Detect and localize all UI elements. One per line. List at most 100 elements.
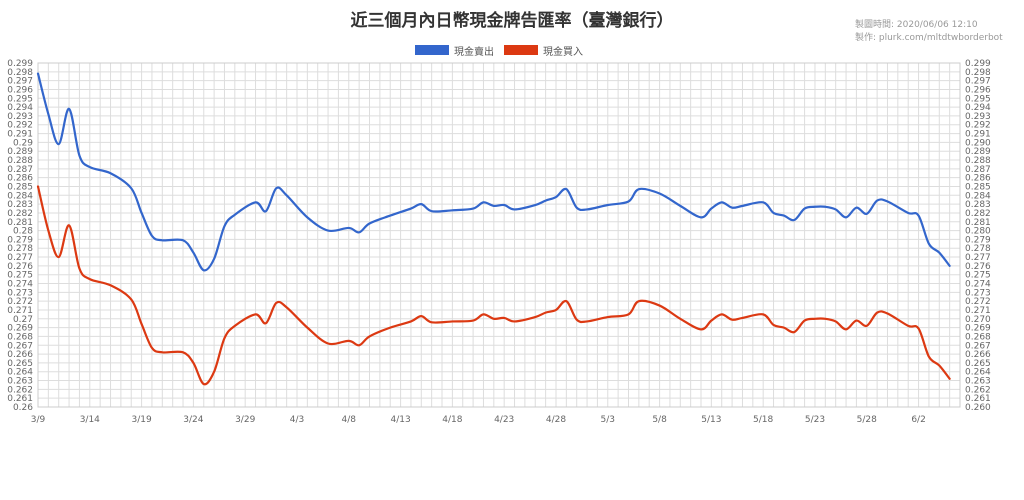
- x-tick-label: 3/9: [31, 415, 46, 425]
- legend-item-buy[interactable]: 現金買入: [504, 43, 583, 58]
- chart-author: 製作: plurk.com/mltdtwborderbot: [855, 33, 1003, 43]
- x-tick-label: 4/18: [442, 415, 462, 425]
- y-tick-label-right: 0.268: [965, 332, 991, 342]
- legend-label-sell: 現金賣出: [454, 46, 494, 58]
- y-tick-label-left: 0.296: [7, 85, 33, 95]
- y-tick-label-right: 0.289: [965, 147, 991, 157]
- series-line-sell[interactable]: [36, 72, 951, 272]
- x-tick-label: 4/13: [390, 415, 410, 425]
- x-tick-label: 5/8: [652, 415, 667, 425]
- y-tick-label-right: 0.299: [965, 59, 991, 69]
- y-tick-label-right: 0.260: [965, 403, 991, 413]
- y-tick-label-right: 0.296: [965, 85, 991, 95]
- y-tick-label-right: 0.262: [965, 385, 991, 395]
- y-tick-label-right: 0.273: [965, 288, 991, 298]
- y-tick-label-right: 0.283: [965, 200, 991, 210]
- y-tick-label-right: 0.284: [965, 191, 991, 201]
- y-tick-label-right: 0.297: [965, 77, 991, 87]
- y-tick-label-right: 0.270: [965, 315, 991, 325]
- chart-series: [36, 72, 951, 386]
- legend-swatch-sell: [415, 45, 449, 55]
- y-tick-label-left: 0.277: [7, 253, 33, 263]
- y-tick-label-right: 0.281: [965, 218, 991, 228]
- y-tick-label-left: 0.276: [7, 262, 33, 272]
- legend-swatch-buy: [504, 45, 538, 55]
- plot-border: [37, 62, 961, 408]
- x-tick-label: 4/23: [494, 415, 514, 425]
- y-tick-label-right: 0.287: [965, 165, 991, 175]
- y-tick-label-left: 0.299: [7, 59, 33, 69]
- y-tick-label-left: 0.26: [13, 403, 33, 413]
- y-tick-label-left: 0.289: [7, 147, 33, 157]
- x-tick-label: 3/29: [235, 415, 255, 425]
- y-tick-label-right: 0.274: [965, 280, 991, 290]
- y-tick-label-left: 0.262: [7, 385, 33, 395]
- y-tick-label-right: 0.279: [965, 235, 991, 245]
- y-tick-label-left: 0.285: [7, 182, 33, 192]
- y-tick-label-left: 0.284: [7, 191, 33, 201]
- y-tick-label-left: 0.291: [7, 130, 33, 140]
- y-tick-label-left: 0.295: [7, 94, 33, 104]
- y-tick-label-left: 0.275: [7, 271, 33, 281]
- y-tick-label-left: 0.266: [7, 350, 33, 360]
- y-tick-label-left: 0.298: [7, 68, 33, 78]
- y-tick-label-right: 0.264: [965, 368, 991, 378]
- y-tick-label-left: 0.269: [7, 324, 33, 334]
- y-tick-label-left: 0.287: [7, 165, 33, 175]
- x-axis: 3/9 3/14 3/19 3/24 3/29 4/3 4/8 4/13 4/18 4/23 4/2…: [31, 415, 926, 425]
- y-tick-label-left: 0.267: [7, 341, 33, 351]
- x-tick-label: 4/28: [546, 415, 566, 425]
- y-tick-label-right: 0.272: [965, 297, 991, 307]
- y-tick-label-right: 0.286: [965, 174, 991, 184]
- y-tick-label-left: 0.261: [7, 394, 33, 404]
- x-tick-label: 5/28: [857, 415, 877, 425]
- chart-timestamp: 製圖時間: 2020/06/06 12:10: [855, 20, 978, 30]
- y-tick-label-right: 0.261: [965, 394, 991, 404]
- chart-gridlines: [37, 62, 961, 408]
- y-tick-label-left: 0.271: [7, 306, 33, 316]
- y-tick-label-left: 0.282: [7, 209, 33, 219]
- y-tick-label-left: 0.288: [7, 156, 33, 166]
- x-tick-label: 5/18: [753, 415, 773, 425]
- y-tick-label-right: 0.277: [965, 253, 991, 263]
- y-tick-label-left: 0.29: [13, 138, 33, 148]
- y-axis-right: 0.2600.2610.2620.2630.2640.2650.2660.267…: [965, 59, 991, 413]
- chart-title: 近三個月內日幣現金牌告匯率（臺灣銀行）: [350, 11, 674, 31]
- y-tick-label-right: 0.263: [965, 377, 991, 387]
- x-tick-label: 4/3: [290, 415, 304, 425]
- y-tick-label-left: 0.264: [7, 368, 33, 378]
- y-tick-label-right: 0.278: [965, 244, 991, 254]
- legend-label-buy: 現金買入: [543, 46, 583, 58]
- series-line-buy[interactable]: [36, 185, 951, 386]
- x-tick-label: 5/3: [601, 415, 615, 425]
- y-tick-label-right: 0.266: [965, 350, 991, 360]
- x-tick-label: 3/14: [80, 415, 100, 425]
- y-tick-label-right: 0.280: [965, 227, 991, 237]
- y-tick-label-right: 0.285: [965, 182, 991, 192]
- y-tick-label-right: 0.291: [965, 130, 991, 140]
- y-tick-label-left: 0.268: [7, 332, 33, 342]
- y-tick-label-right: 0.295: [965, 94, 991, 104]
- y-axis-left: 0.260.2610.2620.2630.2640.2650.2660.2670…: [7, 59, 33, 413]
- y-tick-label-right: 0.275: [965, 271, 991, 281]
- x-tick-label: 6/2: [911, 415, 925, 425]
- chart-legend: 現金賣出 現金買入: [0, 43, 1024, 59]
- y-tick-label-left: 0.28: [13, 227, 33, 237]
- x-tick-label: 4/8: [342, 415, 357, 425]
- y-tick-label-left: 0.292: [7, 121, 33, 131]
- legend-item-sell[interactable]: 現金賣出: [415, 43, 494, 58]
- y-tick-label-right: 0.265: [965, 359, 991, 369]
- y-tick-label-left: 0.297: [7, 77, 33, 87]
- y-tick-label-left: 0.281: [7, 218, 33, 228]
- y-tick-label-right: 0.267: [965, 341, 991, 351]
- y-tick-label-right: 0.282: [965, 209, 991, 219]
- x-tick-label: 3/24: [183, 415, 203, 425]
- y-tick-label-left: 0.286: [7, 174, 33, 184]
- x-tick-label: 5/13: [701, 415, 721, 425]
- y-tick-label-left: 0.274: [7, 280, 33, 290]
- y-tick-label-right: 0.298: [965, 68, 991, 78]
- y-tick-label-left: 0.293: [7, 112, 33, 122]
- y-tick-label-right: 0.292: [965, 121, 991, 131]
- x-tick-label: 5/23: [805, 415, 825, 425]
